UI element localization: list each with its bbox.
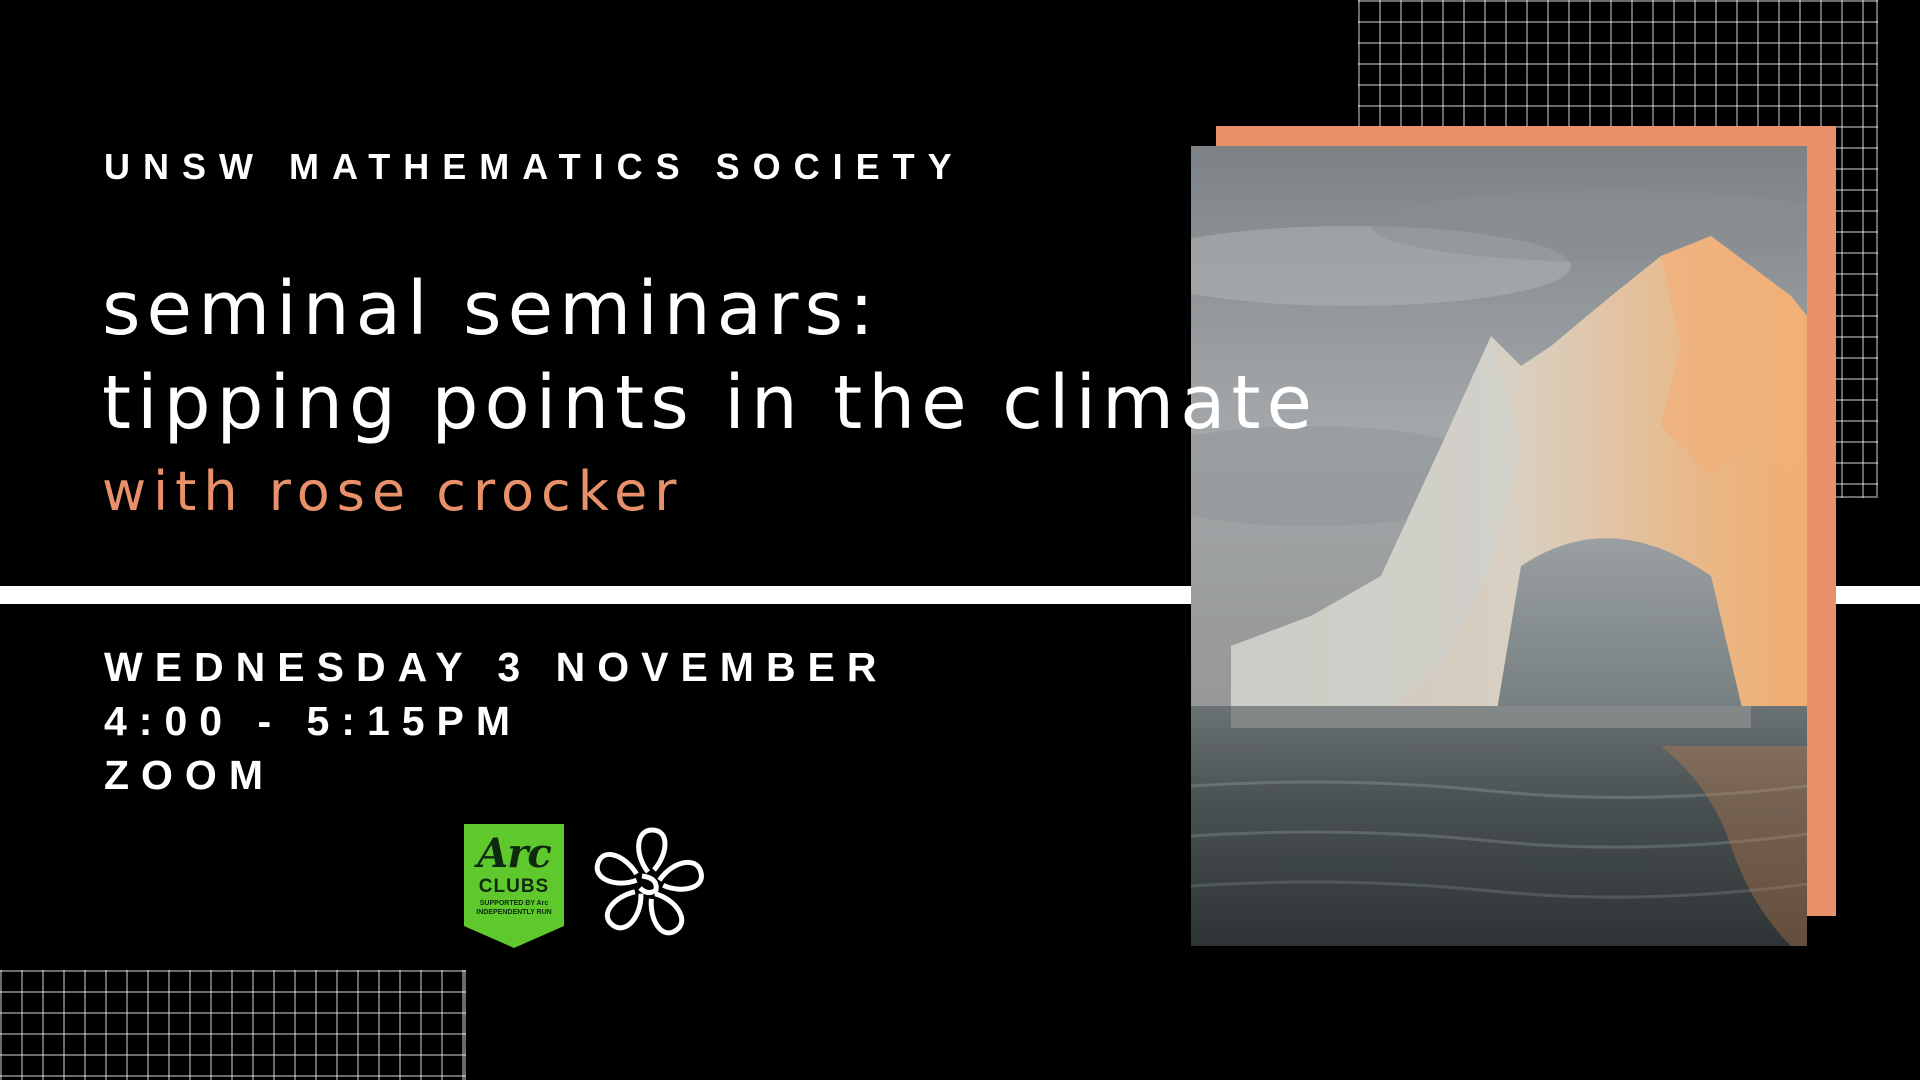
arc-clubs-text: CLUBS [478, 876, 550, 897]
iceberg-photo [1191, 146, 1807, 946]
seminar-title: seminal seminars: tipping points in the … [102, 262, 1318, 450]
seminar-title-line-2: tipping points in the climate [102, 360, 1318, 446]
event-time: 4:00 - 5:15PM [104, 698, 523, 744]
speaker-name: with rose crocker [102, 460, 684, 523]
grid-pattern-bottom-left [0, 970, 466, 1080]
event-location: ZOOM [104, 752, 275, 798]
event-details: WEDNESDAY 3 NOVEMBER 4:00 - 5:15PM ZOOM [104, 640, 889, 802]
flower-logo-icon [588, 824, 708, 944]
organization-name: UNSW MATHEMATICS SOCIETY [104, 146, 965, 187]
arc-clubs-logo: Arc CLUBS SUPPORTED BY Arc INDEPENDENTLY… [464, 824, 564, 948]
event-date: WEDNESDAY 3 NOVEMBER [104, 644, 889, 690]
arc-script-text: Arc [477, 830, 551, 877]
arc-independent-text: INDEPENDENTLY RUN [476, 909, 552, 916]
arc-supported-text: SUPPORTED BY Arc [479, 900, 549, 907]
seminar-title-line-1: seminal seminars: [102, 266, 880, 352]
